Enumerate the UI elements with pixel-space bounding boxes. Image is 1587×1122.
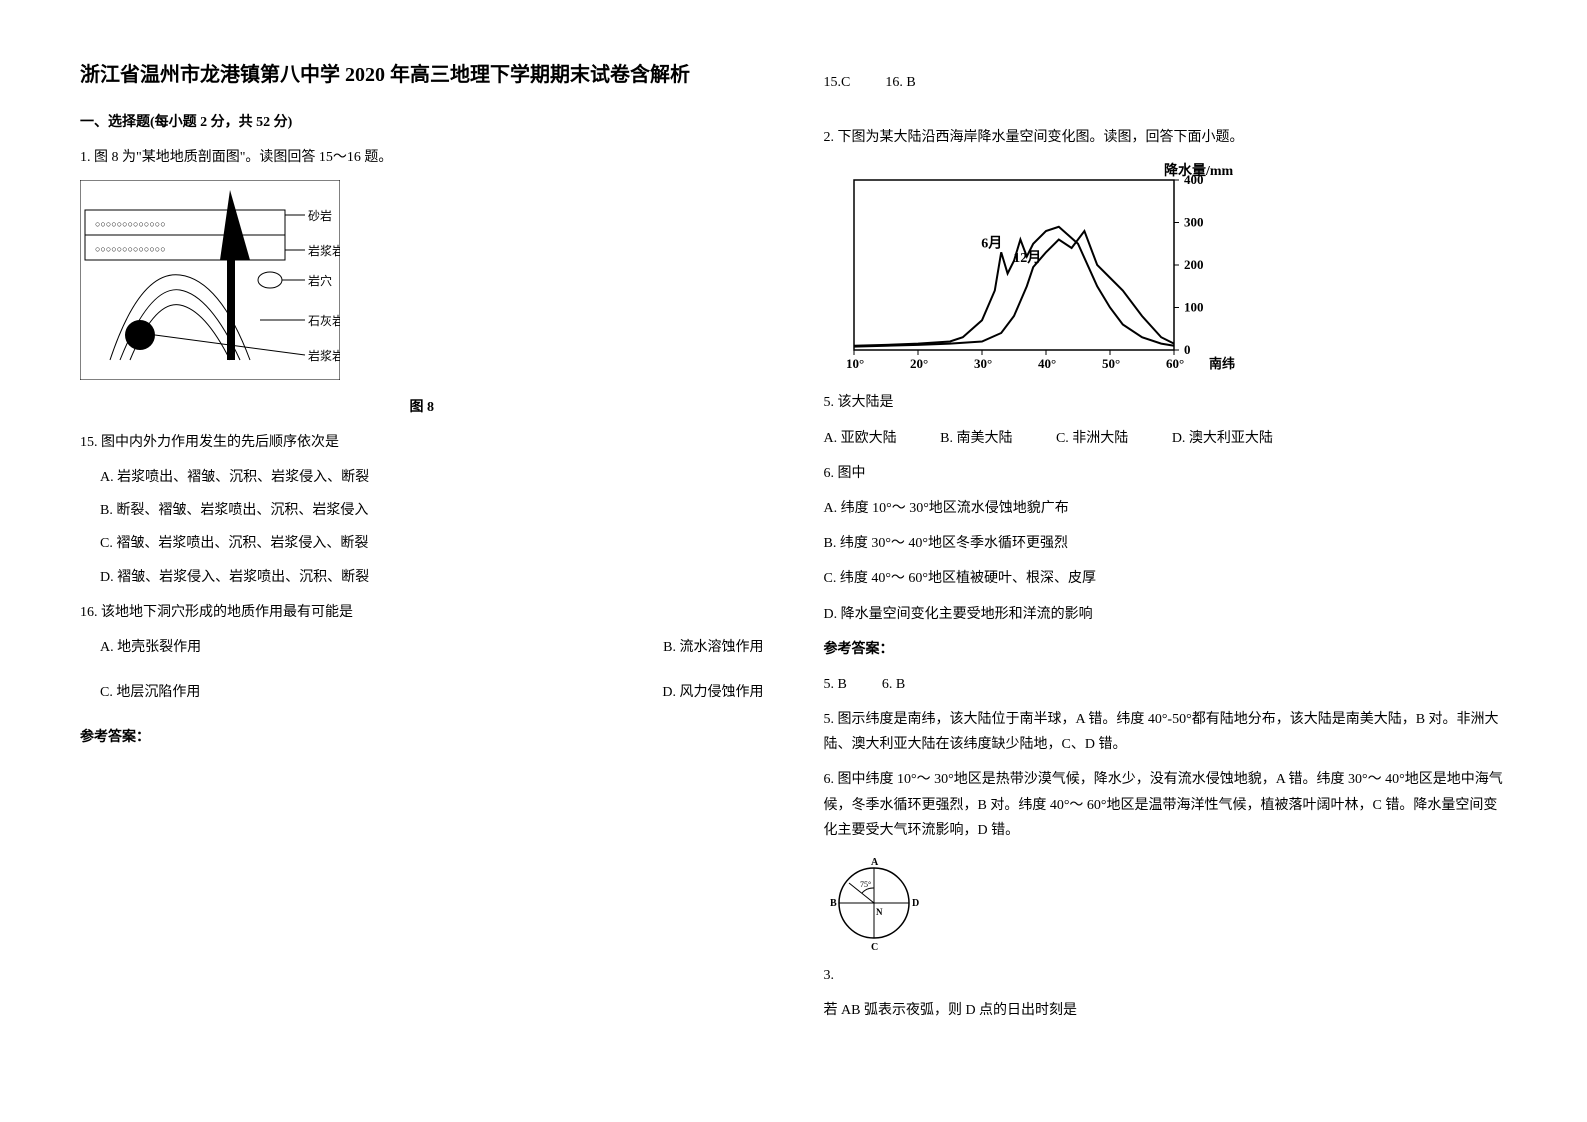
q15-optB: B. 断裂、褶皱、岩浆喷出、沉积、岩浆侵入 — [100, 498, 764, 523]
q3-stem: 若 AB 弧表示夜弧，则 D 点的日出时刻是 — [824, 998, 1508, 1023]
svg-text:0: 0 — [1184, 342, 1191, 357]
answers-5-6: 5. B 6. B — [824, 672, 1508, 697]
q16-optD: D. 风力侵蚀作用 — [662, 680, 763, 705]
svg-text:岩浆岩: 岩浆岩 — [308, 243, 340, 258]
svg-text:30°: 30° — [974, 356, 992, 371]
right-column: 15.C 16. B 2. 下图为某大陆沿西海岸降水量空间变化图。读图，回答下面… — [824, 60, 1508, 1033]
svg-text:300: 300 — [1184, 215, 1204, 230]
q2-stem: 2. 下图为某大陆沿西海岸降水量空间变化图。读图，回答下面小题。 — [824, 125, 1508, 150]
svg-text:10°: 10° — [846, 356, 864, 371]
q16-stem: 16. 该地地下洞穴形成的地质作用最有可能是 — [80, 600, 764, 625]
precipitation-chart: 0100200300400降水量/mm10°20°30°40°50°60°南纬6… — [824, 160, 1244, 380]
svg-text:50°: 50° — [1102, 356, 1120, 371]
svg-text:C: C — [871, 942, 878, 953]
svg-text:D: D — [912, 898, 919, 909]
circle-svg: A B C D N 75° — [824, 853, 924, 953]
q6-optB: B. 纬度 30°～ 40°地区冬季水循环更强烈 — [824, 531, 1508, 556]
q6-optD: D. 降水量空间变化主要受地形和洋流的影响 — [824, 602, 1508, 627]
q6-stem: 6. 图中 — [824, 461, 1508, 486]
q5-optC: C. 非洲大陆 — [1056, 426, 1128, 451]
q3-block: A B C D N 75° 3. 若 AB 弧表示夜弧，则 D 点的日出时刻是 — [824, 853, 1508, 1023]
answers-15-16: 15.C 16. B — [824, 70, 1508, 95]
q15-stem: 15. 图中内外力作用发生的先后顺序依次是 — [80, 430, 764, 455]
svg-text:降水量/mm: 降水量/mm — [1164, 162, 1234, 179]
svg-text:○○○○○○○○○○○○○: ○○○○○○○○○○○○○ — [95, 244, 166, 254]
answer-label-1: 参考答案： — [80, 725, 764, 750]
q5-optD: D. 澳大利亚大陆 — [1172, 426, 1273, 451]
svg-text:A: A — [871, 857, 879, 868]
q15-optA: A. 岩浆喷出、褶皱、沉积、岩浆侵入、断裂 — [100, 465, 764, 490]
q6-optC: C. 纬度 40°～ 60°地区植被硬叶、根深、皮厚 — [824, 566, 1508, 591]
svg-text:南纬: 南纬 — [1209, 356, 1235, 371]
q5-optA: A. 亚欧大陆 — [824, 426, 897, 451]
svg-text:岩穴: 岩穴 — [308, 273, 332, 288]
q15-optC: C. 褶皱、岩浆喷出、沉积、岩浆侵入、断裂 — [100, 531, 764, 556]
q1-stem: 1. 图 8 为"某地地质剖面图"。读图回答 15～16 题。 — [80, 145, 764, 170]
geological-svg: ○○○○○○○○○○○○○ ○○○○○○○○○○○○○ 砂岩 岩浆岩 岩穴 石灰… — [80, 180, 340, 380]
answer-label-2: 参考答案： — [824, 637, 1508, 662]
svg-text:N: N — [876, 907, 883, 917]
svg-text:○○○○○○○○○○○○○: ○○○○○○○○○○○○○ — [95, 219, 166, 229]
q5-options: A. 亚欧大陆 B. 南美大陆 C. 非洲大陆 D. 澳大利亚大陆 — [824, 426, 1508, 451]
svg-text:6月: 6月 — [981, 236, 1002, 252]
q16-optC: C. 地层沉陷作用 — [100, 685, 200, 700]
left-column: 浙江省温州市龙港镇第八中学 2020 年高三地理下学期期末试卷含解析 一、选择题… — [80, 60, 764, 1033]
svg-text:砂岩: 砂岩 — [308, 208, 332, 223]
explanation-6: 6. 图中纬度 10°～ 30°地区是热带沙漠气候，降水少，没有流水侵蚀地貌，A… — [824, 767, 1508, 843]
circle-diagram: A B C D N 75° — [824, 853, 924, 953]
q16-row2: C. 地层沉陷作用 D. 风力侵蚀作用 — [80, 680, 764, 705]
svg-text:12月: 12月 — [1013, 251, 1041, 267]
q6-optA: A. 纬度 10°～ 30°地区流水侵蚀地貌广布 — [824, 496, 1508, 521]
svg-text:B: B — [830, 898, 837, 909]
svg-text:75°: 75° — [860, 880, 871, 889]
svg-text:200: 200 — [1184, 257, 1204, 272]
q15-optD: D. 褶皱、岩浆侵入、岩浆喷出、沉积、断裂 — [100, 565, 764, 590]
explanation-5: 5. 图示纬度是南纬，该大陆位于南半球，A 错。纬度 40°-50°都有陆地分布… — [824, 707, 1508, 757]
svg-text:40°: 40° — [1038, 356, 1056, 371]
chart-svg: 0100200300400降水量/mm10°20°30°40°50°60°南纬6… — [824, 160, 1244, 380]
svg-text:20°: 20° — [910, 356, 928, 371]
figure-caption: 图 8 — [80, 395, 764, 420]
svg-text:100: 100 — [1184, 300, 1204, 315]
geological-figure: ○○○○○○○○○○○○○ ○○○○○○○○○○○○○ 砂岩 岩浆岩 岩穴 石灰… — [80, 180, 764, 419]
q16-optB: B. 流水溶蚀作用 — [663, 635, 763, 660]
q16-row1: A. 地壳张裂作用 B. 流水溶蚀作用 — [80, 635, 764, 660]
svg-text:岩浆岩: 岩浆岩 — [308, 348, 340, 363]
svg-text:石灰岩: 石灰岩 — [308, 313, 340, 328]
q3-num: 3. — [824, 968, 835, 983]
q5-optB: B. 南美大陆 — [940, 426, 1012, 451]
svg-text:60°: 60° — [1166, 356, 1184, 371]
section-header: 一、选择题(每小题 2 分，共 52 分) — [80, 110, 764, 135]
q16-optA: A. 地壳张裂作用 — [100, 640, 201, 655]
exam-title: 浙江省温州市龙港镇第八中学 2020 年高三地理下学期期末试卷含解析 — [80, 60, 764, 90]
q5-stem: 5. 该大陆是 — [824, 390, 1508, 415]
